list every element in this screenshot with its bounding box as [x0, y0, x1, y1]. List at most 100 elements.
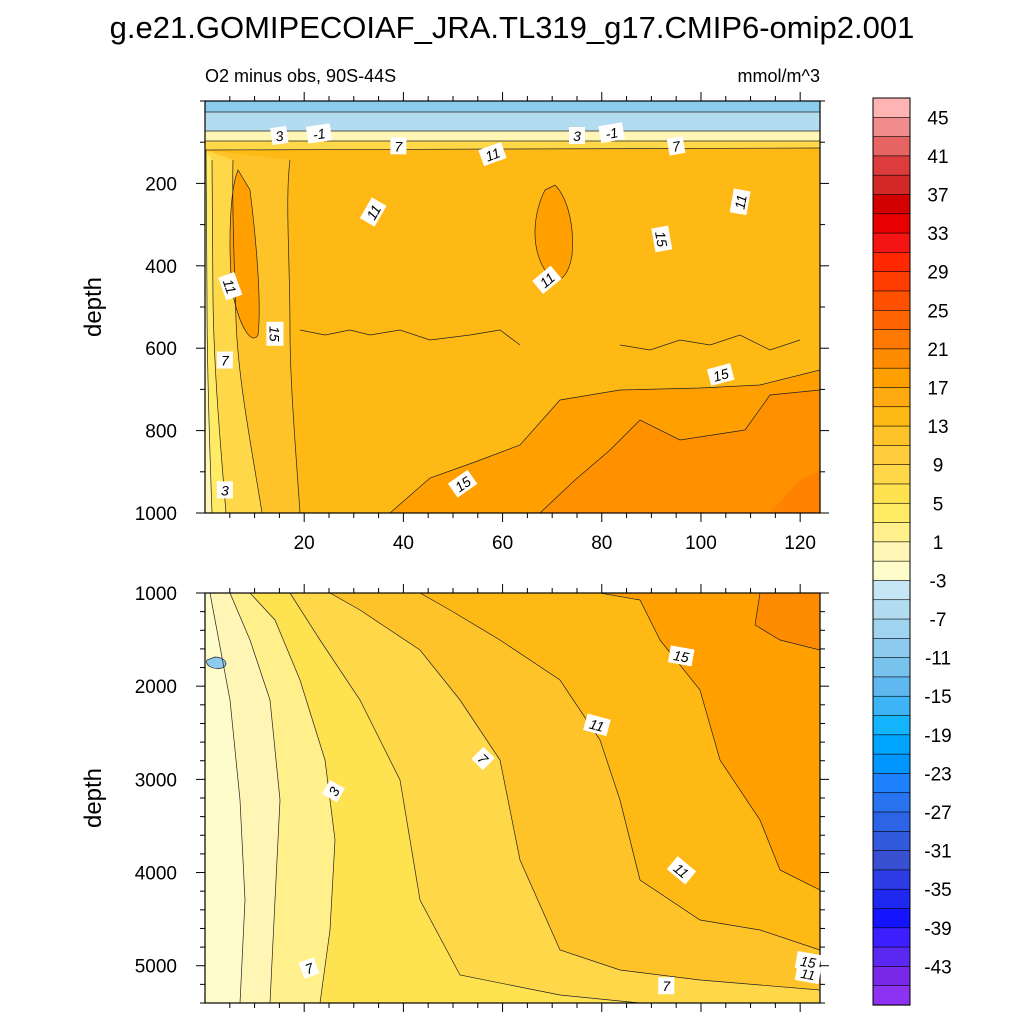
- colorbar-swatch: [872, 676, 911, 697]
- lower-band-17: [755, 593, 820, 650]
- colorbar-swatch: [872, 174, 911, 196]
- lower-contour-fill: [205, 593, 820, 1003]
- contour-label-box: [598, 122, 625, 144]
- lower-contour-label: 15: [794, 951, 822, 972]
- lower-contour-lines: [206, 593, 820, 1003]
- upper-contour-label: 3: [568, 127, 585, 145]
- colorbar-swatch: [872, 657, 911, 678]
- colorbar-swatch: [872, 927, 911, 948]
- colorbar-swatch: [872, 483, 911, 504]
- upper-x-tick-label: 20: [294, 533, 315, 554]
- upper-contour-lines: [205, 111, 820, 513]
- colorbar-swatch: [872, 406, 911, 427]
- upper-x-tick-label: 40: [393, 533, 414, 554]
- lower-contour-label: 7: [298, 957, 320, 979]
- lower-y-tick-label: 3000: [135, 770, 177, 791]
- lower-contour-label: 3: [322, 780, 345, 803]
- upper-contour-label: 15: [447, 469, 478, 498]
- upper-band-7: [205, 101, 262, 513]
- contour-label-box: [666, 136, 686, 156]
- colorbar-swatch: [872, 194, 911, 215]
- colorbar-swatch: [872, 116, 911, 138]
- colorbar-swatch: [872, 811, 911, 832]
- colorbar-label: 33: [927, 224, 948, 245]
- colorbar-label: -35: [924, 880, 951, 901]
- contour-label-box: [706, 363, 735, 386]
- upper-contour-label: 11: [218, 272, 243, 301]
- contour-label-box: [322, 780, 345, 803]
- lower-band-1: [205, 593, 245, 1003]
- colorbar-swatch: [872, 831, 911, 852]
- colorbar-label: -7: [930, 610, 947, 631]
- upper-contour-label: 11: [359, 197, 387, 227]
- colorbar-label: 41: [927, 147, 948, 168]
- colorbar-swatch: [872, 348, 911, 369]
- upper-panel: 20 40 60 80 100 120 200 400 600 800 1000 3 -1 7 11 3 -…: [80, 92, 829, 554]
- colorbar-swatch: [872, 695, 911, 717]
- colorbar-swatch: [872, 599, 911, 620]
- upper-blob-15-mid: [534, 185, 573, 280]
- contour-label-text: 7: [395, 138, 404, 154]
- colorbar-label: 17: [927, 378, 948, 399]
- contour-label-text: 7: [662, 978, 671, 994]
- upper-contour-label: 15: [266, 321, 284, 346]
- colorbar: 45 41 37 33 29 25 21 17 13 9 5 1 -3 -7 -11 -15 -19 -23 -27…: [872, 97, 952, 1006]
- colorbar-swatch: [872, 541, 911, 562]
- upper-x-tick-label: 60: [492, 533, 513, 554]
- upper-band-surface-blue-dark: [205, 101, 820, 112]
- lower-y-tick-label: 1000: [135, 584, 177, 605]
- colorbar-label: -3: [930, 571, 947, 592]
- colorbar-labels: 45 41 37 33 29 25 21 17 13 9 5 1 -3 -7 -11 -15 -19 -23 -27…: [924, 108, 951, 978]
- colorbar-label: -23: [924, 764, 951, 785]
- contour-label-box: [216, 481, 233, 499]
- colorbar-label: 25: [927, 301, 948, 322]
- lower-x-axis: [229, 584, 801, 1012]
- colorbar-swatch: [872, 888, 911, 910]
- colorbar-label: -31: [924, 842, 951, 863]
- contour-label-box: [266, 321, 284, 346]
- colorbar-swatch: [872, 946, 911, 968]
- contour-label-text: 3: [221, 482, 229, 498]
- colorbar-label: -19: [924, 726, 951, 747]
- colorbar-swatch: [872, 792, 911, 813]
- colorbar-swatch: [872, 367, 911, 389]
- colorbar-label: -43: [924, 957, 951, 978]
- colorbar-swatch: [872, 387, 911, 408]
- colorbar-swatch: [872, 522, 911, 543]
- contour-label-text: 15: [266, 326, 282, 342]
- colorbar-swatch: [872, 734, 911, 755]
- upper-contour-label: 11: [729, 188, 751, 216]
- contour-label-text: 3: [573, 128, 581, 144]
- upper-contour-label: 3: [270, 125, 289, 146]
- upper-contour-label: 15: [706, 363, 735, 386]
- upper-y-tick-label: 600: [145, 339, 177, 360]
- lower-y-tick-label: 2000: [135, 677, 177, 698]
- upper-y-tick-label: 1000: [135, 504, 177, 525]
- subtitle-left: O2 minus obs, 90S-44S: [205, 66, 396, 86]
- upper-contour-label: 15: [651, 225, 673, 253]
- colorbar-label: -27: [924, 803, 951, 824]
- upper-contour-labels: 3 -1 7 11 3 -1 7 11 11 15 11 11 15 7 15 15 3: [216, 122, 751, 499]
- contour-label-text: 11: [220, 277, 240, 296]
- upper-y-axis: 200 400 600 800 1000: [135, 100, 829, 525]
- colorbar-swatch: [872, 155, 911, 176]
- colorbar-swatch: [872, 425, 911, 446]
- subtitle-units: mmol/m^3: [738, 66, 820, 86]
- colorbar-swatch: [872, 560, 911, 582]
- colorbar-swatch: [872, 618, 911, 639]
- upper-x-axis: 20 40 60 80 100 120: [229, 92, 816, 554]
- contour-label-box: [216, 351, 233, 369]
- contour-label-box: [532, 265, 562, 295]
- contour-label-box: [666, 856, 697, 885]
- colorbar-swatch: [872, 271, 911, 292]
- lower-y-axis: 1000 2000 3000 4000 5000: [135, 584, 829, 1004]
- colorbar-label: 37: [927, 185, 948, 206]
- colorbar-label: 9: [933, 456, 944, 477]
- colorbar-swatch: [872, 966, 911, 987]
- upper-band-surface-pale: [205, 131, 820, 141]
- colorbar-swatches: [872, 97, 911, 1006]
- upper-contour-fill: [205, 101, 820, 513]
- colorbar-swatch: [872, 232, 911, 253]
